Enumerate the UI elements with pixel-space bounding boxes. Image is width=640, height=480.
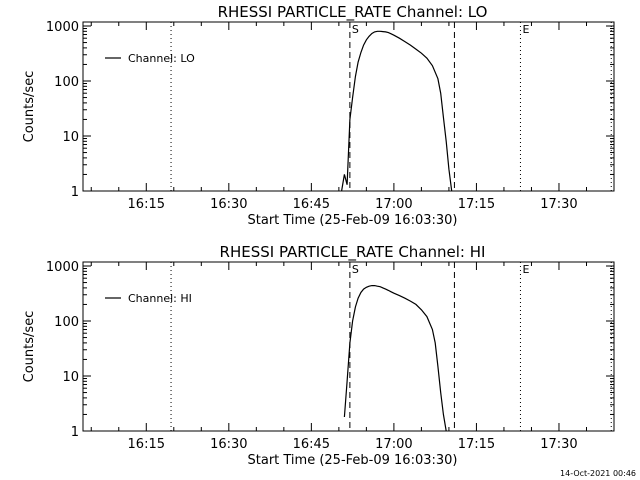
marker-label: E xyxy=(522,263,529,276)
y-axis: 1 10 100 1000 xyxy=(46,20,614,200)
y-tick-label: 100 xyxy=(54,75,79,90)
y-tick-label: 1000 xyxy=(46,20,79,35)
footer-timestamp: 14-Oct-2021 00:46 xyxy=(560,469,636,478)
x-axis: 16:15 16:30 16:45 17:00 17:15 17:30 xyxy=(90,262,615,452)
chart-title: RHESSI PARTICLE_RATE Channel: HI xyxy=(220,243,486,262)
x-tick-label: 17:00 xyxy=(375,197,412,212)
x-axis-label: Start Time (25-Feb-09 16:03:30) xyxy=(248,453,458,468)
x-tick-label: 16:45 xyxy=(293,197,330,212)
y-axis-label: Counts/sec xyxy=(22,71,37,143)
legend-entry: Channel: HI xyxy=(128,292,192,305)
x-tick-label: 17:15 xyxy=(458,437,495,452)
legend-entry: Channel: LO xyxy=(128,52,195,65)
y-tick-label: 10 xyxy=(62,370,79,385)
marker-label: S xyxy=(352,23,359,36)
plot-frame xyxy=(82,21,615,192)
x-tick-label: 17:30 xyxy=(540,437,577,452)
y-tick-label: 100 xyxy=(54,315,79,330)
y-tick-label: 10 xyxy=(62,130,79,145)
x-tick-label: 17:15 xyxy=(458,197,495,212)
chart-panel-2: RHESSI PARTICLE_RATE Channel: HI 1 10 100 10… xyxy=(22,243,615,468)
x-tick-label: 16:30 xyxy=(210,197,247,212)
x-axis: 16:15 16:30 16:45 17:00 17:15 17:30 xyxy=(90,22,615,212)
series-line xyxy=(341,30,453,192)
y-axis: 1 10 100 1000 xyxy=(46,260,614,440)
plot-frame xyxy=(82,261,615,432)
x-tick-label: 16:15 xyxy=(128,437,165,452)
x-axis-label: Start Time (25-Feb-09 16:03:30) xyxy=(248,213,458,228)
y-axis-label: Counts/sec xyxy=(22,311,37,383)
y-tick-label: 1 xyxy=(71,185,79,200)
marker-label: S xyxy=(352,263,359,276)
x-tick-label: 17:00 xyxy=(375,437,412,452)
marker-label: E xyxy=(522,23,529,36)
x-tick-label: 16:45 xyxy=(293,437,330,452)
series-line xyxy=(343,285,447,432)
y-tick-label: 1000 xyxy=(46,260,79,275)
x-tick-label: 16:30 xyxy=(210,437,247,452)
x-tick-label: 17:30 xyxy=(540,197,577,212)
chart-panel-1: RHESSI PARTICLE_RATE Channel: LO 1 10 100 10… xyxy=(22,3,615,228)
chart-title: RHESSI PARTICLE_RATE Channel: LO xyxy=(218,3,488,22)
y-tick-label: 1 xyxy=(71,425,79,440)
x-tick-label: 16:15 xyxy=(128,197,165,212)
